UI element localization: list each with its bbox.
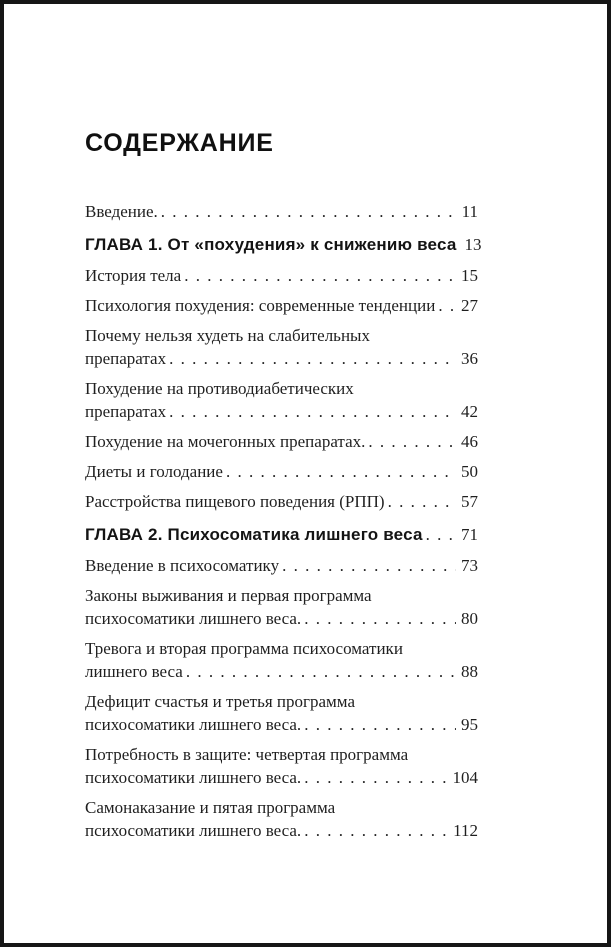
dot-leader <box>169 347 456 370</box>
dot-leader <box>161 200 457 223</box>
toc-entry-title: Введение. <box>85 202 158 221</box>
dot-leader <box>304 713 456 736</box>
toc-chapter-entry: ГЛАВА 1. От «похудения» к снижению веса 1… <box>85 233 482 256</box>
toc-entry-row: препаратах 36 <box>85 347 478 370</box>
toc-entry-row: препаратах 42 <box>85 400 478 423</box>
toc-entry-row: психосоматики лишнего веса. 112 <box>85 819 478 842</box>
toc-entry-line: Тревога и вторая программа психосоматики <box>85 639 403 658</box>
dot-leader <box>388 490 456 513</box>
toc-entry-row: Похудение на мочегонных препаратах. 46 <box>85 430 478 453</box>
toc-entry-title: Расстройства пищевого поведения (РПП) <box>85 492 385 511</box>
dot-leader <box>186 660 456 683</box>
toc-page-number: 50 <box>461 462 478 481</box>
toc-entry: Похудение на противодиабетических препара… <box>85 377 478 423</box>
toc-entry-title: ГЛАВА 2. Психосоматика лишнего веса <box>85 525 423 544</box>
toc-entry: Введение в психосоматику 73 <box>85 554 478 577</box>
toc-entry-row: психосоматики лишнего веса. 80 <box>85 607 478 630</box>
toc-entry: Законы выживания и первая программа психо… <box>85 584 478 630</box>
dot-leader <box>184 264 456 287</box>
dot-leader <box>368 430 456 453</box>
toc-entry: Тревога и вторая программа психосоматики… <box>85 637 478 683</box>
toc-page-number: 42 <box>461 402 478 421</box>
toc-page-number: 104 <box>452 768 479 787</box>
toc-page-number: 13 <box>464 235 482 254</box>
dot-leader <box>426 523 456 546</box>
toc-entry-title: препаратах <box>85 402 167 421</box>
dot-leader <box>304 607 456 630</box>
toc-entry-row: ГЛАВА 2. Психосоматика лишнего веса 71 <box>85 523 478 546</box>
toc-page-number: 27 <box>461 296 478 315</box>
toc-entry-title: ГЛАВА 1. От «похудения» к снижению веса <box>85 235 457 254</box>
toc-entry-row: Введение в психосоматику 73 <box>85 554 478 577</box>
toc-page-number: 36 <box>461 349 478 368</box>
toc-page-number: 46 <box>461 432 478 451</box>
dot-leader <box>438 294 456 317</box>
toc-entry-line: Законы выживания и первая программа <box>85 586 372 605</box>
toc-entry-row: психосоматики лишнего веса. 104 <box>85 766 478 789</box>
toc-page-number: 112 <box>453 821 478 840</box>
toc-page-number: 57 <box>461 492 478 511</box>
toc-entry-row: Введение. 11 <box>85 200 478 223</box>
toc-page-number: 88 <box>461 662 478 681</box>
toc-entry-title: психосоматики лишнего веса. <box>85 715 302 734</box>
toc-entry-line: Самонаказание и пятая программа <box>85 798 336 817</box>
toc-entry-line: Дефицит счастья и третья программа <box>85 692 355 711</box>
toc-entry-row: История тела 15 <box>85 264 478 287</box>
toc-entry-title: психосоматики лишнего веса. <box>85 768 302 787</box>
toc-entry: Почему нельзя худеть на слабительных преп… <box>85 324 478 370</box>
toc-entry-row: Расстройства пищевого поведения (РПП) 57 <box>85 490 478 513</box>
dot-leader <box>226 460 456 483</box>
toc-page-number: 71 <box>461 525 478 544</box>
toc-entry: История тела 15 <box>85 264 478 287</box>
toc-entry-title: Диеты и голодание <box>85 462 223 481</box>
toc-entry: Похудение на мочегонных препаратах. 46 <box>85 430 478 453</box>
toc-entry: Самонаказание и пятая программа психосома… <box>85 796 478 842</box>
toc-entry-line: Потребность в защите: четвертая программ… <box>85 745 409 764</box>
dot-leader <box>282 554 456 577</box>
toc-entry-title: Похудение на мочегонных препаратах. <box>85 432 366 451</box>
toc-entry-row: Психология похудения: современные тенден… <box>85 294 478 317</box>
toc-entry: Дефицит счастья и третья программа психос… <box>85 690 478 736</box>
toc-page-number: 95 <box>461 715 478 734</box>
page-title: СОДЕРЖАНИЕ <box>85 129 274 157</box>
toc-chapter-entry: ГЛАВА 2. Психосоматика лишнего веса 71 <box>85 523 478 546</box>
toc-entry-line: Похудение на противодиабетических <box>85 379 354 398</box>
toc-entry-row: Диеты и голодание 50 <box>85 460 478 483</box>
toc-entry-title: психосоматики лишнего веса. <box>85 821 302 840</box>
toc-entry: Введение. 11 <box>85 200 478 223</box>
toc-page-number: 15 <box>461 266 478 285</box>
toc-entry: Потребность в защите: четвертая программ… <box>85 743 478 789</box>
toc-entry-title: препаратах <box>85 349 167 368</box>
toc-entry-title: История тела <box>85 266 182 285</box>
toc-entry: Расстройства пищевого поведения (РПП) 57 <box>85 490 478 513</box>
dot-leader <box>169 400 456 423</box>
toc-entry-title: Психология похудения: современные тенден… <box>85 296 436 315</box>
toc-entry-line: Почему нельзя худеть на слабительных <box>85 326 370 345</box>
toc-page-number: 73 <box>461 556 478 575</box>
toc-entry-row: психосоматики лишнего веса. 95 <box>85 713 478 736</box>
toc-entry: Психология похудения: современные тенден… <box>85 294 478 317</box>
toc-entry-row: ГЛАВА 1. От «похудения» к снижению веса 1… <box>85 233 482 256</box>
toc-entry-title: лишнего веса <box>85 662 183 681</box>
dot-leader <box>304 766 447 789</box>
toc-page-number: 11 <box>461 202 478 221</box>
toc-entry-row: лишнего веса 88 <box>85 660 478 683</box>
toc-entry: Диеты и голодание 50 <box>85 460 478 483</box>
dot-leader <box>304 819 448 842</box>
toc-page-number: 80 <box>461 609 478 628</box>
toc-entry-title: Введение в психосоматику <box>85 556 280 575</box>
toc-entry-title: психосоматики лишнего веса. <box>85 609 302 628</box>
